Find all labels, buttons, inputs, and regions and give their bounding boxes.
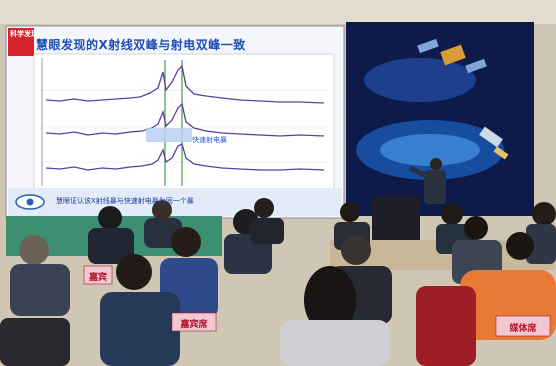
ceiling [0, 0, 556, 24]
slide-badge: 科学发现 [10, 30, 38, 38]
satellite-secondary-icon [479, 126, 509, 160]
slide-title: 慧眼发现的X射线双峰与射电双峰一致 [36, 38, 246, 52]
light-curve-middle [45, 102, 325, 137]
slide-caption: 慧眼证认该X射线暴与快速射电暴为同一个暴 [56, 197, 194, 205]
speaker [408, 158, 446, 204]
earth-core [380, 134, 480, 166]
galaxy-glow [364, 58, 476, 102]
chart-highlight [146, 128, 192, 142]
satellite-icon [417, 38, 487, 74]
eye-logo-pupil [26, 198, 34, 206]
name-card-1 [83, 265, 113, 285]
light-curve-top [45, 64, 325, 104]
light-curve-bottom [45, 143, 325, 171]
slide-badge-bg [8, 28, 34, 56]
name-card-3 [495, 315, 551, 337]
name-card-2 [171, 312, 217, 332]
chart-label: 快速射电暴 [192, 136, 227, 144]
slide-caption-band [8, 188, 342, 216]
name-card-text-1: 嘉宾 [88, 273, 107, 283]
name-card-text-2: 嘉宾席 [180, 320, 208, 330]
lectern [372, 196, 420, 240]
light-curve-chart [40, 58, 328, 186]
name-card-text-3: 媒体席 [509, 324, 537, 334]
